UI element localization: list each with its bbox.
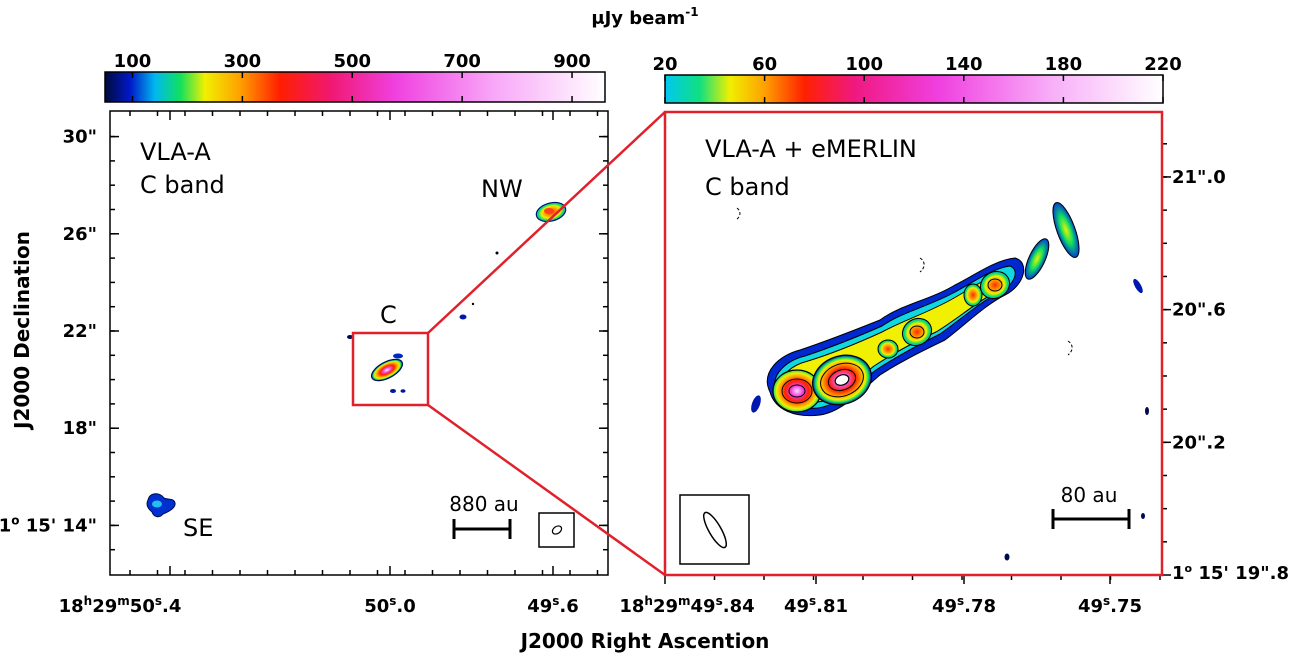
left-scale-bar-label: 880 au: [449, 492, 518, 516]
right-scale-bar-label: 80 au: [1061, 483, 1118, 507]
left-x-tick-labels: 18h29m50s.4 50s.0 49s.6: [59, 594, 579, 617]
right-y-tick-label: 1o 15' 19".8: [1172, 562, 1289, 584]
right-y-tick-label: 20".2: [1172, 432, 1226, 453]
left-x-tick-label: 50s.0: [364, 594, 416, 617]
left-x-tick-label: 18h29m50s.4: [59, 594, 182, 617]
left-colorbar-tick-label: 700: [443, 51, 481, 72]
right-y-tick-label: 21".0: [1172, 167, 1226, 188]
y-axis-label: J2000 Declination: [10, 231, 34, 431]
source-nw: [459, 201, 567, 320]
left-colorbar-ticks: 100 300 500 700 900: [114, 51, 591, 102]
right-x-tick-label: 49s.75: [1078, 594, 1142, 617]
left-colorbar-tick-label: 500: [333, 51, 371, 72]
right-y-tick-label: 20".6: [1172, 300, 1226, 321]
x-axis-label: J2000 Right Ascention: [519, 629, 770, 653]
left-colorbar-tick-label: 300: [224, 51, 262, 72]
right-y-tick-labels: 21".0 20".6 20".2 1o 15' 19".8: [1172, 167, 1289, 584]
source-label-se: SE: [183, 514, 213, 542]
source-label-nw: NW: [481, 175, 523, 203]
right-x-tick-label: 49s.81: [784, 594, 848, 617]
right-colorbar-tick-label: 180: [1045, 54, 1083, 75]
left-y-tick-label: 30": [63, 127, 97, 148]
right-colorbar: [664, 74, 1164, 104]
left-panel: 100 300 500 700 900 VLA-A C band NW C SE: [0, 51, 609, 617]
source-label-c: C: [380, 301, 397, 329]
right-plot-frame: [663, 110, 1164, 577]
left-colorbar-tick-label: 100: [114, 51, 152, 72]
right-colorbar-tick-label: 20: [652, 54, 677, 75]
left-panel-title: VLA-A: [140, 138, 211, 166]
right-x-tick-label: 49s.78: [932, 594, 996, 617]
source-se: [146, 493, 176, 518]
right-colorbar-tick-label: 60: [752, 54, 777, 75]
right-colorbar-tick-label: 140: [945, 54, 983, 75]
right-beam-box: [679, 494, 750, 565]
zoom-connectors: [427, 111, 666, 577]
right-x-tick-labels: 18h29m49s.84 49s.81 49s.78 49s.75: [619, 594, 1142, 617]
right-colorbar-ticks: 20 60 100 140 180 220: [652, 54, 1182, 103]
right-colorbar-tick-label: 100: [845, 54, 883, 75]
zoom-box: [351, 331, 430, 407]
left-panel-subtitle: C band: [140, 171, 225, 199]
left-beam-box: [538, 512, 575, 548]
left-y-tick-labels: 30" 26" 22" 18" 1o 15' 14": [0, 127, 97, 537]
left-frame-ticks: [110, 111, 608, 575]
left-colorbar: [104, 71, 606, 103]
right-panel-subtitle: C band: [705, 173, 790, 201]
right-x-tick-label: 18h29m49s.84: [619, 594, 754, 617]
left-y-tick-label: 22": [63, 321, 97, 342]
left-y-tick-label: 1o 15' 14": [0, 513, 97, 536]
jet-emission: [735, 202, 1149, 561]
right-colorbar-tick-label: 220: [1144, 54, 1182, 75]
right-panel-title: VLA-A + eMERLIN: [705, 135, 917, 163]
left-scale-bar: [452, 519, 512, 539]
left-colorbar-tick-label: 900: [553, 51, 591, 72]
right-scale-bar: [1051, 509, 1131, 529]
left-plot-frame: [109, 110, 609, 576]
source-c: [347, 335, 406, 393]
left-y-tick-label: 26": [63, 224, 97, 245]
colorbar-unit-label: μJy beam-1: [591, 5, 698, 29]
right-panel: 20 60 100 140 180 220: [619, 54, 1289, 617]
left-y-tick-label: 18": [63, 418, 97, 439]
left-x-tick-label: 49s.6: [527, 594, 579, 617]
